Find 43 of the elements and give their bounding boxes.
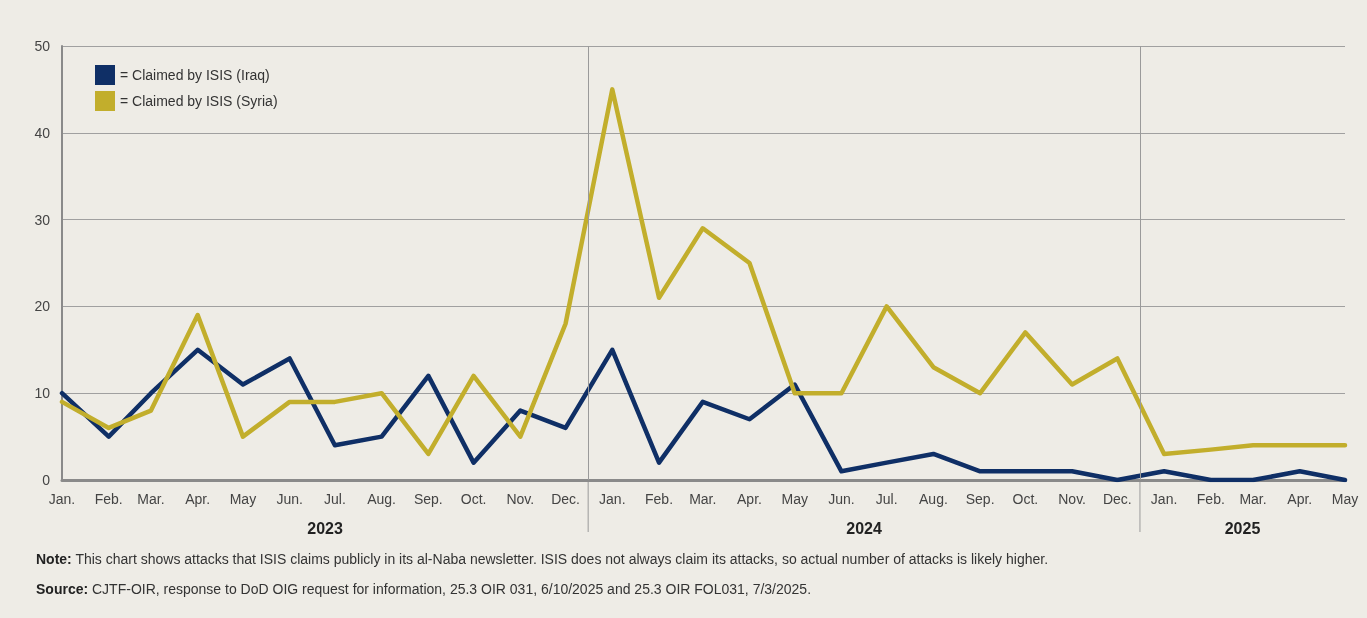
x-tick-label: May bbox=[229, 491, 257, 507]
x-tick-label: Mar. bbox=[1239, 491, 1267, 507]
line-series bbox=[59, 87, 1348, 457]
y-tick-label: 30 bbox=[34, 211, 51, 228]
text: 2023 bbox=[307, 519, 343, 537]
x-tick-label: Sep. bbox=[965, 491, 995, 507]
source-note: Source: CJTF-OIR, response to DoD OIG request for information, 25.3 OIR 031, 6/10/2025 and 25.3 OIR FOL031, 7/3/2025. bbox=[36, 581, 812, 597]
text: 2024 bbox=[846, 519, 882, 537]
text: Note: This chart shows attacks that ISIS claims publicly in its al-Naba newsletter. ISIS does not always claim its attacks, so actual number of attacks is likely higher. bbox=[36, 551, 1049, 567]
legend-label: = Claimed by ISIS (Syria) bbox=[120, 93, 278, 109]
x-tick-label: May bbox=[781, 491, 808, 507]
x-tick-label: Dec. bbox=[1102, 491, 1132, 507]
x-tick-label: Jul. bbox=[323, 491, 346, 507]
x-tick-label: Feb. bbox=[1196, 491, 1225, 507]
x-tick-label: Mar. bbox=[689, 491, 717, 507]
text: 2025 bbox=[1224, 519, 1261, 537]
x-tick-label: Jan. bbox=[1150, 491, 1178, 507]
x-tick-label: Aug. bbox=[367, 491, 397, 507]
x-tick-label: May bbox=[1331, 491, 1359, 507]
x-tick-label: Jun. bbox=[276, 491, 303, 507]
x-tick-label: Apr. bbox=[185, 491, 211, 507]
x-tick-label: Feb. bbox=[94, 491, 123, 507]
y-tick-label: 50 bbox=[34, 38, 51, 54]
x-tick-label: Jul. bbox=[875, 491, 898, 507]
x-tick-label: Oct. bbox=[460, 491, 487, 507]
x-tick-label: Jun. bbox=[828, 491, 855, 507]
x-tick-label: Apr. bbox=[1287, 491, 1313, 507]
x-tick-label: Jan. bbox=[599, 491, 626, 507]
y-tick-label: 0 bbox=[42, 472, 51, 488]
x-tick-label: Mar. bbox=[137, 491, 165, 507]
y-tick-label: 10 bbox=[34, 385, 51, 402]
y-tick-label: 40 bbox=[34, 124, 51, 141]
x-tick-label: Jan. bbox=[48, 491, 76, 507]
x-tick-label: Sep. bbox=[413, 491, 443, 507]
legend-label: = Claimed by ISIS (Iraq) bbox=[120, 67, 270, 83]
y-tick-label: 20 bbox=[34, 298, 51, 315]
x-tick-label: Oct. bbox=[1012, 491, 1039, 507]
x-tick-label: Nov. bbox=[1058, 491, 1086, 507]
x-tick-label: Apr. bbox=[737, 491, 762, 507]
x-tick-label: Aug. bbox=[919, 491, 948, 507]
x-tick-label: Nov. bbox=[506, 491, 535, 507]
x-tick-label: Dec. bbox=[551, 491, 580, 507]
x-tick-label: Feb. bbox=[645, 491, 674, 507]
